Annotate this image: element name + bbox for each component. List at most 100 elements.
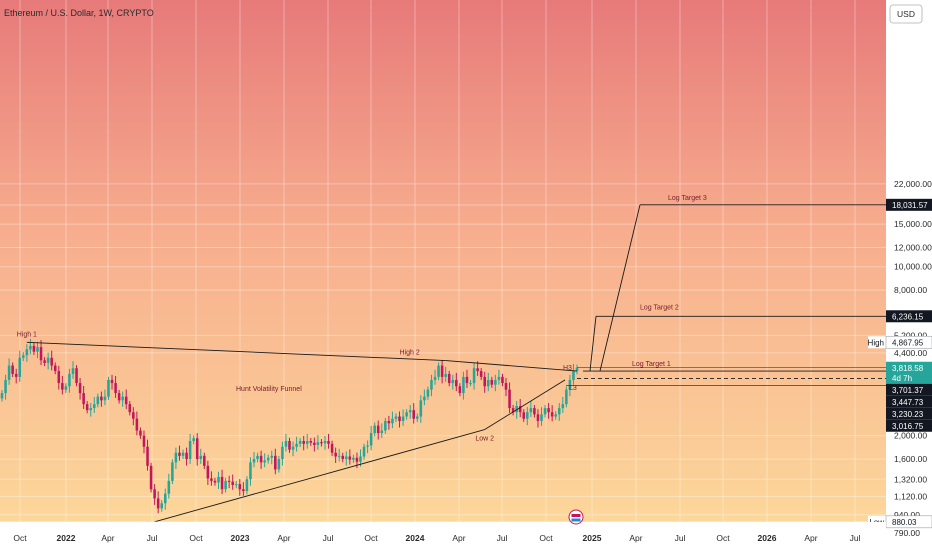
candle — [39, 339, 43, 366]
candle-body — [53, 365, 57, 372]
candle-body — [504, 383, 508, 390]
tag-label-bg — [868, 336, 886, 349]
candle-body — [568, 379, 572, 390]
candle — [550, 405, 554, 422]
candle-body — [29, 345, 32, 350]
candle-body — [416, 416, 419, 419]
candle-body — [426, 389, 430, 397]
log-target-3-tag: 18,031.57 — [886, 198, 932, 211]
candle — [64, 383, 68, 393]
candle-body — [0, 393, 4, 399]
candle-body — [263, 460, 266, 463]
candle-body — [192, 438, 195, 442]
candle — [135, 411, 139, 436]
candle-body — [93, 404, 96, 409]
candle-body — [508, 389, 511, 409]
candle-body — [14, 373, 18, 377]
currency-label: USD — [897, 9, 915, 19]
candle — [284, 433, 288, 452]
funnel-lower-line-2 — [484, 379, 566, 430]
candle — [163, 488, 167, 510]
candle-body — [362, 446, 366, 457]
candle-body — [107, 379, 110, 397]
candle-body — [518, 406, 522, 413]
x-tick-label: Jul — [850, 533, 861, 543]
tag-value: 3,230.23 — [892, 410, 924, 419]
candle-body — [195, 438, 199, 460]
candle-body — [156, 498, 160, 509]
candle-body — [234, 484, 238, 486]
candle — [405, 409, 408, 420]
candle-body — [213, 480, 217, 483]
candle-body — [256, 455, 259, 460]
candle-body — [469, 383, 472, 385]
candle — [29, 338, 32, 355]
candle — [82, 385, 85, 409]
candle-body — [305, 441, 309, 444]
candle-body — [167, 480, 171, 494]
candle-body — [373, 425, 376, 434]
x-tick-label: Oct — [13, 533, 27, 543]
tag-value: 18,031.57 — [892, 201, 928, 210]
candle-body — [572, 371, 575, 380]
candle-body — [227, 480, 231, 482]
candle — [266, 454, 270, 464]
candle-body — [277, 459, 281, 470]
candle — [494, 374, 497, 392]
tag-box — [886, 383, 932, 396]
candle — [185, 447, 188, 466]
x-tick-label: 2022 — [57, 533, 76, 543]
candle-body — [32, 345, 36, 352]
candle-body — [266, 457, 270, 461]
x-tick-label: Apr — [629, 533, 642, 543]
time-axis[interactable] — [0, 522, 886, 550]
candle-body — [43, 360, 46, 363]
candle — [85, 401, 89, 414]
candle — [483, 371, 486, 393]
candle-body — [18, 357, 22, 377]
candle — [323, 435, 327, 450]
candle — [153, 484, 156, 505]
candle-body — [511, 408, 515, 413]
candle-body — [316, 442, 320, 445]
x-tick-label: 2026 — [758, 533, 777, 543]
tag-value: 880.03 — [892, 518, 917, 527]
candle — [565, 386, 568, 408]
candle — [337, 448, 341, 462]
candle-body — [412, 410, 416, 419]
candle-body — [337, 455, 341, 457]
candle-body — [185, 452, 188, 460]
candle-body — [174, 452, 178, 463]
candle-body — [238, 484, 242, 490]
candle-body — [252, 459, 256, 463]
candle-body — [50, 357, 53, 366]
tradingview-logo[interactable] — [568, 509, 584, 525]
candle — [359, 449, 362, 467]
candle — [146, 439, 149, 471]
tag-3701: 3,701.37 — [886, 383, 932, 396]
candle — [238, 479, 242, 496]
high-tag: High 4,867.95 — [868, 335, 932, 349]
candle-body — [274, 455, 277, 470]
currency-button[interactable]: USD — [889, 4, 923, 24]
candle — [270, 450, 274, 465]
candle — [149, 462, 153, 493]
candle-body — [483, 376, 486, 387]
price-axis[interactable] — [886, 0, 932, 550]
candle-body — [85, 404, 89, 411]
candle — [46, 352, 50, 370]
candle — [224, 477, 227, 493]
candle-body — [394, 416, 398, 419]
y-tick-label: 790.00 — [894, 528, 920, 538]
candle-body — [242, 489, 245, 492]
y-tick-label: 1,120.00 — [894, 492, 927, 502]
candle-body — [462, 376, 465, 394]
candle — [11, 362, 14, 378]
candle — [100, 391, 103, 407]
trend-lines — [0, 204, 886, 523]
candle-body — [490, 379, 494, 385]
candle — [462, 371, 465, 400]
candle-body — [245, 479, 249, 492]
high-label: High — [868, 338, 884, 347]
